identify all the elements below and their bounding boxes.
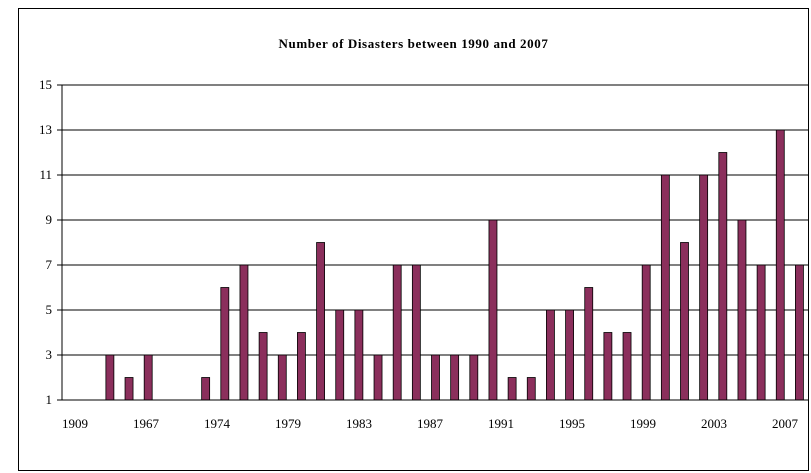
- bar: [526, 377, 536, 401]
- bar: [277, 354, 287, 401]
- bar: [335, 309, 345, 401]
- bar: [641, 264, 651, 401]
- bar: [680, 242, 689, 401]
- bar: [660, 174, 670, 401]
- bar: [297, 332, 306, 401]
- x-tick-label: 1979: [275, 416, 301, 431]
- bar: [105, 354, 115, 401]
- bar: [469, 354, 479, 401]
- bar: [795, 264, 804, 401]
- bar: [775, 129, 785, 401]
- bar: [201, 377, 211, 401]
- bar: [450, 354, 460, 401]
- x-tick-label: 1991: [488, 416, 514, 431]
- bar: [258, 332, 268, 401]
- bar: [392, 264, 402, 401]
- x-tick-label: 2007: [772, 416, 799, 431]
- x-tick-label: 2003: [701, 416, 727, 431]
- bar: [584, 287, 594, 401]
- y-tick-label: 9: [46, 212, 53, 227]
- y-tick-label: 15: [39, 77, 52, 92]
- bar: [622, 332, 632, 401]
- bar: [546, 309, 555, 401]
- bar: [565, 309, 574, 401]
- bar: [239, 264, 249, 401]
- y-tick-label: 11: [39, 167, 52, 182]
- chart-title: Number of Disasters between 1990 and 200…: [278, 36, 549, 51]
- bar: [488, 219, 498, 401]
- x-tick-labels: 1909 1967 1974 1979 1983 1987 1991 1995 1999 2003…: [62, 416, 799, 431]
- y-tick-label: 13: [39, 122, 52, 137]
- bar: [431, 354, 440, 401]
- bar: [124, 377, 134, 401]
- y-tick-label: 5: [46, 302, 53, 317]
- bar: [220, 287, 230, 401]
- bar: [699, 174, 709, 401]
- bar: [507, 377, 517, 401]
- bar: [354, 309, 364, 401]
- bar: [411, 264, 421, 401]
- y-tick-label: 7: [46, 257, 53, 272]
- gridlines: [62, 84, 809, 356]
- bar: [756, 264, 766, 401]
- axes: [57, 84, 809, 401]
- y-tick-label: 3: [46, 347, 53, 362]
- x-tick-label: 1987: [417, 416, 444, 431]
- y-tick-label: 1: [46, 392, 53, 407]
- x-tick-label: 1999: [630, 416, 656, 431]
- x-tick-label: 1974: [204, 416, 231, 431]
- bar: [737, 219, 747, 401]
- bar: [718, 152, 728, 401]
- bar: [603, 332, 613, 401]
- x-tick-label: 1909: [62, 416, 88, 431]
- x-tick-label: 1995: [559, 416, 585, 431]
- bar: [373, 354, 383, 401]
- x-tick-label: 1983: [346, 416, 372, 431]
- bar: [143, 354, 153, 401]
- bar: [316, 242, 325, 401]
- x-tick-label: 1967: [133, 416, 160, 431]
